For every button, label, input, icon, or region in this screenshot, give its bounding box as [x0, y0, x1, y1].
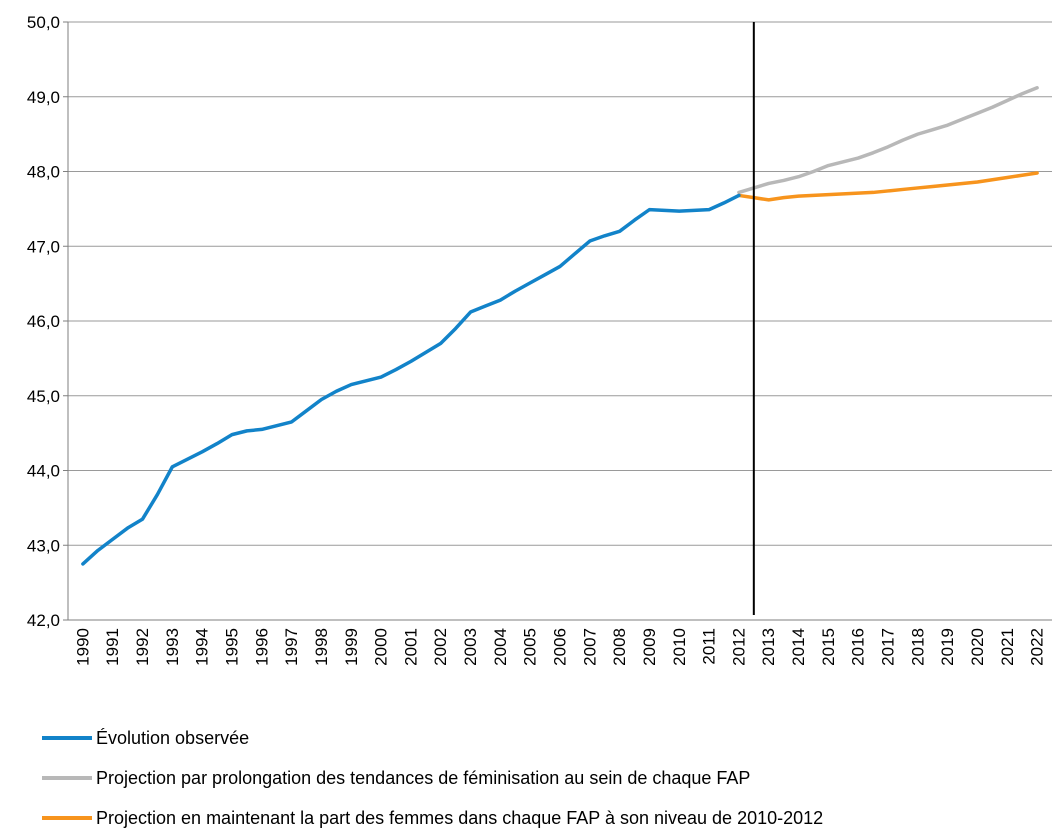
series-line-2 — [737, 171, 1039, 202]
legend-label: Projection en maintenant la part des fem… — [96, 808, 823, 828]
x-axis-tick-labels: 1990 1991 1992 1993 1994 1995 1996 1997 1998 1999… — [73, 628, 1046, 666]
x-tick-label: 2021 — [998, 628, 1017, 666]
axes — [67, 22, 1052, 621]
y-tick-label: 50,0 — [27, 13, 60, 32]
x-tick-label: 2018 — [908, 628, 927, 666]
series-lines — [81, 86, 1039, 566]
x-tick-label: 2003 — [461, 628, 480, 666]
x-tick-label: 2012 — [729, 628, 748, 666]
series-line-0 — [81, 193, 741, 566]
y-tick-label: 45,0 — [27, 387, 60, 406]
x-tick-label: 2002 — [431, 628, 450, 666]
x-tick-label: 2022 — [1028, 628, 1047, 666]
x-tick-label: 2016 — [849, 628, 868, 666]
x-tick-label: 2017 — [879, 628, 898, 666]
legend-label: Évolution observée — [96, 728, 249, 748]
x-tick-label: 2013 — [759, 628, 778, 666]
x-tick-label: 2011 — [700, 628, 719, 665]
x-tick-label: 2007 — [580, 628, 599, 666]
series-line-1 — [737, 86, 1039, 195]
x-tick-label: 1990 — [73, 628, 92, 666]
gridlines — [63, 21, 1052, 621]
x-tick-label: 1993 — [163, 628, 182, 666]
x-tick-label: 1991 — [103, 628, 122, 666]
x-tick-label: 2001 — [401, 628, 420, 666]
x-tick-label: 1994 — [193, 628, 212, 666]
x-tick-label: 2006 — [551, 628, 570, 666]
x-tick-label: 2009 — [640, 628, 659, 666]
y-axis-tick-labels: 42,0 43,0 44,0 45,0 46,0 47,0 48,0 49,0 50,0 — [27, 13, 60, 630]
x-tick-label: 2004 — [491, 628, 510, 666]
x-tick-label: 1997 — [282, 628, 301, 666]
x-tick-label: 2015 — [819, 628, 838, 666]
x-tick-label: 1995 — [223, 628, 242, 666]
x-tick-label: 2010 — [670, 628, 689, 666]
x-tick-label: 1999 — [342, 628, 361, 666]
x-tick-label: 1992 — [133, 628, 152, 666]
y-tick-label: 44,0 — [27, 462, 60, 481]
y-tick-label: 43,0 — [27, 536, 60, 555]
x-tick-label: 2020 — [968, 628, 987, 666]
x-tick-label: 2008 — [610, 628, 629, 666]
x-tick-label: 1998 — [312, 628, 331, 666]
x-tick-label: 2014 — [789, 628, 808, 666]
x-tick-label: 2000 — [372, 628, 391, 666]
legend-label: Projection par prolongation des tendance… — [96, 768, 750, 788]
x-tick-label: 2005 — [521, 628, 540, 666]
y-tick-label: 42,0 — [27, 611, 60, 630]
x-tick-label: 2019 — [938, 628, 957, 666]
y-tick-label: 46,0 — [27, 312, 60, 331]
legend: Évolution observée Projection par prolong… — [42, 728, 823, 828]
x-tick-label: 1996 — [252, 628, 271, 666]
y-tick-label: 47,0 — [27, 237, 60, 256]
y-tick-label: 48,0 — [27, 163, 60, 182]
y-tick-label: 49,0 — [27, 88, 60, 107]
